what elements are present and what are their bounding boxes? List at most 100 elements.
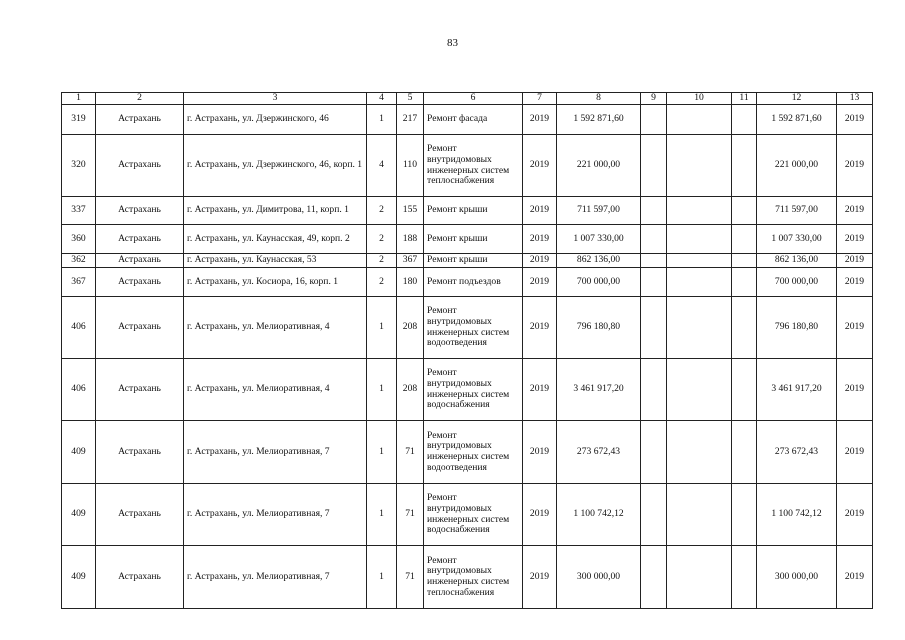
cell-col-11 bbox=[731, 134, 757, 197]
cell-address: г. Астрахань, ул. Мелиоративная, 7 bbox=[183, 420, 367, 484]
cell-cost: 221 000,00 bbox=[556, 134, 641, 197]
cell-row-number: 337 bbox=[61, 196, 96, 225]
cell-year: 2019 bbox=[522, 267, 557, 297]
cell-completion-year: 2019 bbox=[836, 420, 873, 484]
cell-city: Астрахань bbox=[95, 483, 184, 546]
cell-year: 2019 bbox=[522, 196, 557, 225]
cell-total-cost: 1 592 871,60 bbox=[756, 104, 837, 135]
cell-completion-year: 2019 bbox=[836, 253, 873, 268]
cell-col-4: 2 bbox=[366, 253, 397, 268]
cell-city: Астрахань bbox=[95, 224, 184, 254]
header-cell-1: 1 bbox=[61, 92, 96, 105]
cell-row-number: 320 bbox=[61, 134, 96, 197]
cell-work-type: Ремонт фасада bbox=[423, 104, 523, 135]
cell-completion-year: 2019 bbox=[836, 134, 873, 197]
cell-col-11 bbox=[731, 224, 757, 254]
cell-city: Астрахань bbox=[95, 196, 184, 225]
cell-col-9 bbox=[640, 196, 667, 225]
cell-col-9 bbox=[640, 224, 667, 254]
cell-cost: 273 672,43 bbox=[556, 420, 641, 484]
cell-col-10 bbox=[666, 134, 732, 197]
cell-col-9 bbox=[640, 267, 667, 297]
cell-completion-year: 2019 bbox=[836, 545, 873, 609]
cell-col-5: 367 bbox=[396, 253, 424, 268]
cell-address: г. Астрахань, ул. Каунасская, 53 bbox=[183, 253, 367, 268]
table-row: 319 Астрахань г. Астрахань, ул. Дзержинско… bbox=[61, 104, 873, 135]
cell-cost: 711 597,00 bbox=[556, 196, 641, 225]
cell-work-type: Ремонт крыши bbox=[423, 224, 523, 254]
cell-row-number: 409 bbox=[61, 483, 96, 546]
header-cell-2: 2 bbox=[95, 92, 184, 105]
cell-work-type: Ремонт внутридомовых инженерных систем т… bbox=[423, 134, 523, 197]
table-row: 409 Астрахань г. Астрахань, ул. Мелиоратив… bbox=[61, 483, 873, 546]
cell-col-5: 180 bbox=[396, 267, 424, 297]
cell-address: г. Астрахань, ул. Дзержинского, 46, корп… bbox=[183, 134, 367, 197]
cell-row-number: 406 bbox=[61, 296, 96, 359]
cell-total-cost: 221 000,00 bbox=[756, 134, 837, 197]
cell-city: Астрахань bbox=[95, 134, 184, 197]
cell-total-cost: 700 000,00 bbox=[756, 267, 837, 297]
cell-col-9 bbox=[640, 545, 667, 609]
cell-work-type: Ремонт крыши bbox=[423, 253, 523, 268]
table-row: 362 Астрахань г. Астрахань, ул. Каунасская… bbox=[61, 253, 873, 268]
cell-col-10 bbox=[666, 196, 732, 225]
cell-cost: 700 000,00 bbox=[556, 267, 641, 297]
cell-completion-year: 2019 bbox=[836, 104, 873, 135]
cell-city: Астрахань bbox=[95, 296, 184, 359]
cell-year: 2019 bbox=[522, 358, 557, 421]
cell-year: 2019 bbox=[522, 104, 557, 135]
cell-col-11 bbox=[731, 296, 757, 359]
cell-work-type: Ремонт внутридомовых инженерных систем в… bbox=[423, 483, 523, 546]
cell-cost: 796 180,80 bbox=[556, 296, 641, 359]
cell-total-cost: 711 597,00 bbox=[756, 196, 837, 225]
cell-col-5: 71 bbox=[396, 483, 424, 546]
cell-address: г. Астрахань, ул. Мелиоративная, 7 bbox=[183, 545, 367, 609]
cell-row-number: 319 bbox=[61, 104, 96, 135]
cell-col-5: 71 bbox=[396, 420, 424, 484]
cell-col-9 bbox=[640, 296, 667, 359]
page-number: 83 bbox=[447, 37, 458, 49]
cell-work-type: Ремонт внутридомовых инженерных систем т… bbox=[423, 545, 523, 609]
cell-col-5: 208 bbox=[396, 296, 424, 359]
table-row: 367 Астрахань г. Астрахань, ул. Косиора, 1… bbox=[61, 267, 873, 297]
cell-work-type: Ремонт внутридомовых инженерных систем в… bbox=[423, 296, 523, 359]
cell-completion-year: 2019 bbox=[836, 196, 873, 225]
header-cell-10: 10 bbox=[666, 92, 732, 105]
cell-col-5: 188 bbox=[396, 224, 424, 254]
cell-total-cost: 273 672,43 bbox=[756, 420, 837, 484]
cell-col-10 bbox=[666, 104, 732, 135]
table-row: 406 Астрахань г. Астрахань, ул. Мелиоратив… bbox=[61, 358, 873, 421]
cell-total-cost: 862 136,00 bbox=[756, 253, 837, 268]
cell-total-cost: 1 007 330,00 bbox=[756, 224, 837, 254]
cell-row-number: 409 bbox=[61, 420, 96, 484]
cell-completion-year: 2019 bbox=[836, 483, 873, 546]
cell-col-11 bbox=[731, 483, 757, 546]
cell-row-number: 367 bbox=[61, 267, 96, 297]
cell-col-10 bbox=[666, 420, 732, 484]
cell-col-4: 1 bbox=[366, 483, 397, 546]
cell-city: Астрахань bbox=[95, 253, 184, 268]
cell-total-cost: 1 100 742,12 bbox=[756, 483, 837, 546]
header-cell-3: 3 bbox=[183, 92, 367, 105]
cell-col-4: 1 bbox=[366, 104, 397, 135]
cell-city: Астрахань bbox=[95, 104, 184, 135]
cell-col-4: 2 bbox=[366, 267, 397, 297]
repair-schedule-table: 1 2 3 4 5 6 7 8 9 10 11 12 13 319 Астрахань г. Астрахан… bbox=[61, 92, 873, 609]
cell-col-4: 1 bbox=[366, 545, 397, 609]
cell-col-10 bbox=[666, 267, 732, 297]
cell-col-4: 1 bbox=[366, 296, 397, 359]
cell-address: г. Астрахань, ул. Каунасская, 49, корп. … bbox=[183, 224, 367, 254]
table-row: 337 Астрахань г. Астрахань, ул. Димитрова,… bbox=[61, 196, 873, 225]
cell-col-10 bbox=[666, 483, 732, 546]
cell-col-9 bbox=[640, 104, 667, 135]
cell-col-4: 1 bbox=[366, 358, 397, 421]
cell-year: 2019 bbox=[522, 420, 557, 484]
header-cell-9: 9 bbox=[640, 92, 667, 105]
cell-col-4: 4 bbox=[366, 134, 397, 197]
cell-cost: 300 000,00 bbox=[556, 545, 641, 609]
cell-col-10 bbox=[666, 224, 732, 254]
cell-city: Астрахань bbox=[95, 420, 184, 484]
cell-address: г. Астрахань, ул. Косиора, 16, корп. 1 bbox=[183, 267, 367, 297]
cell-address: г. Астрахань, ул. Мелиоративная, 7 bbox=[183, 483, 367, 546]
header-cell-7: 7 bbox=[522, 92, 557, 105]
